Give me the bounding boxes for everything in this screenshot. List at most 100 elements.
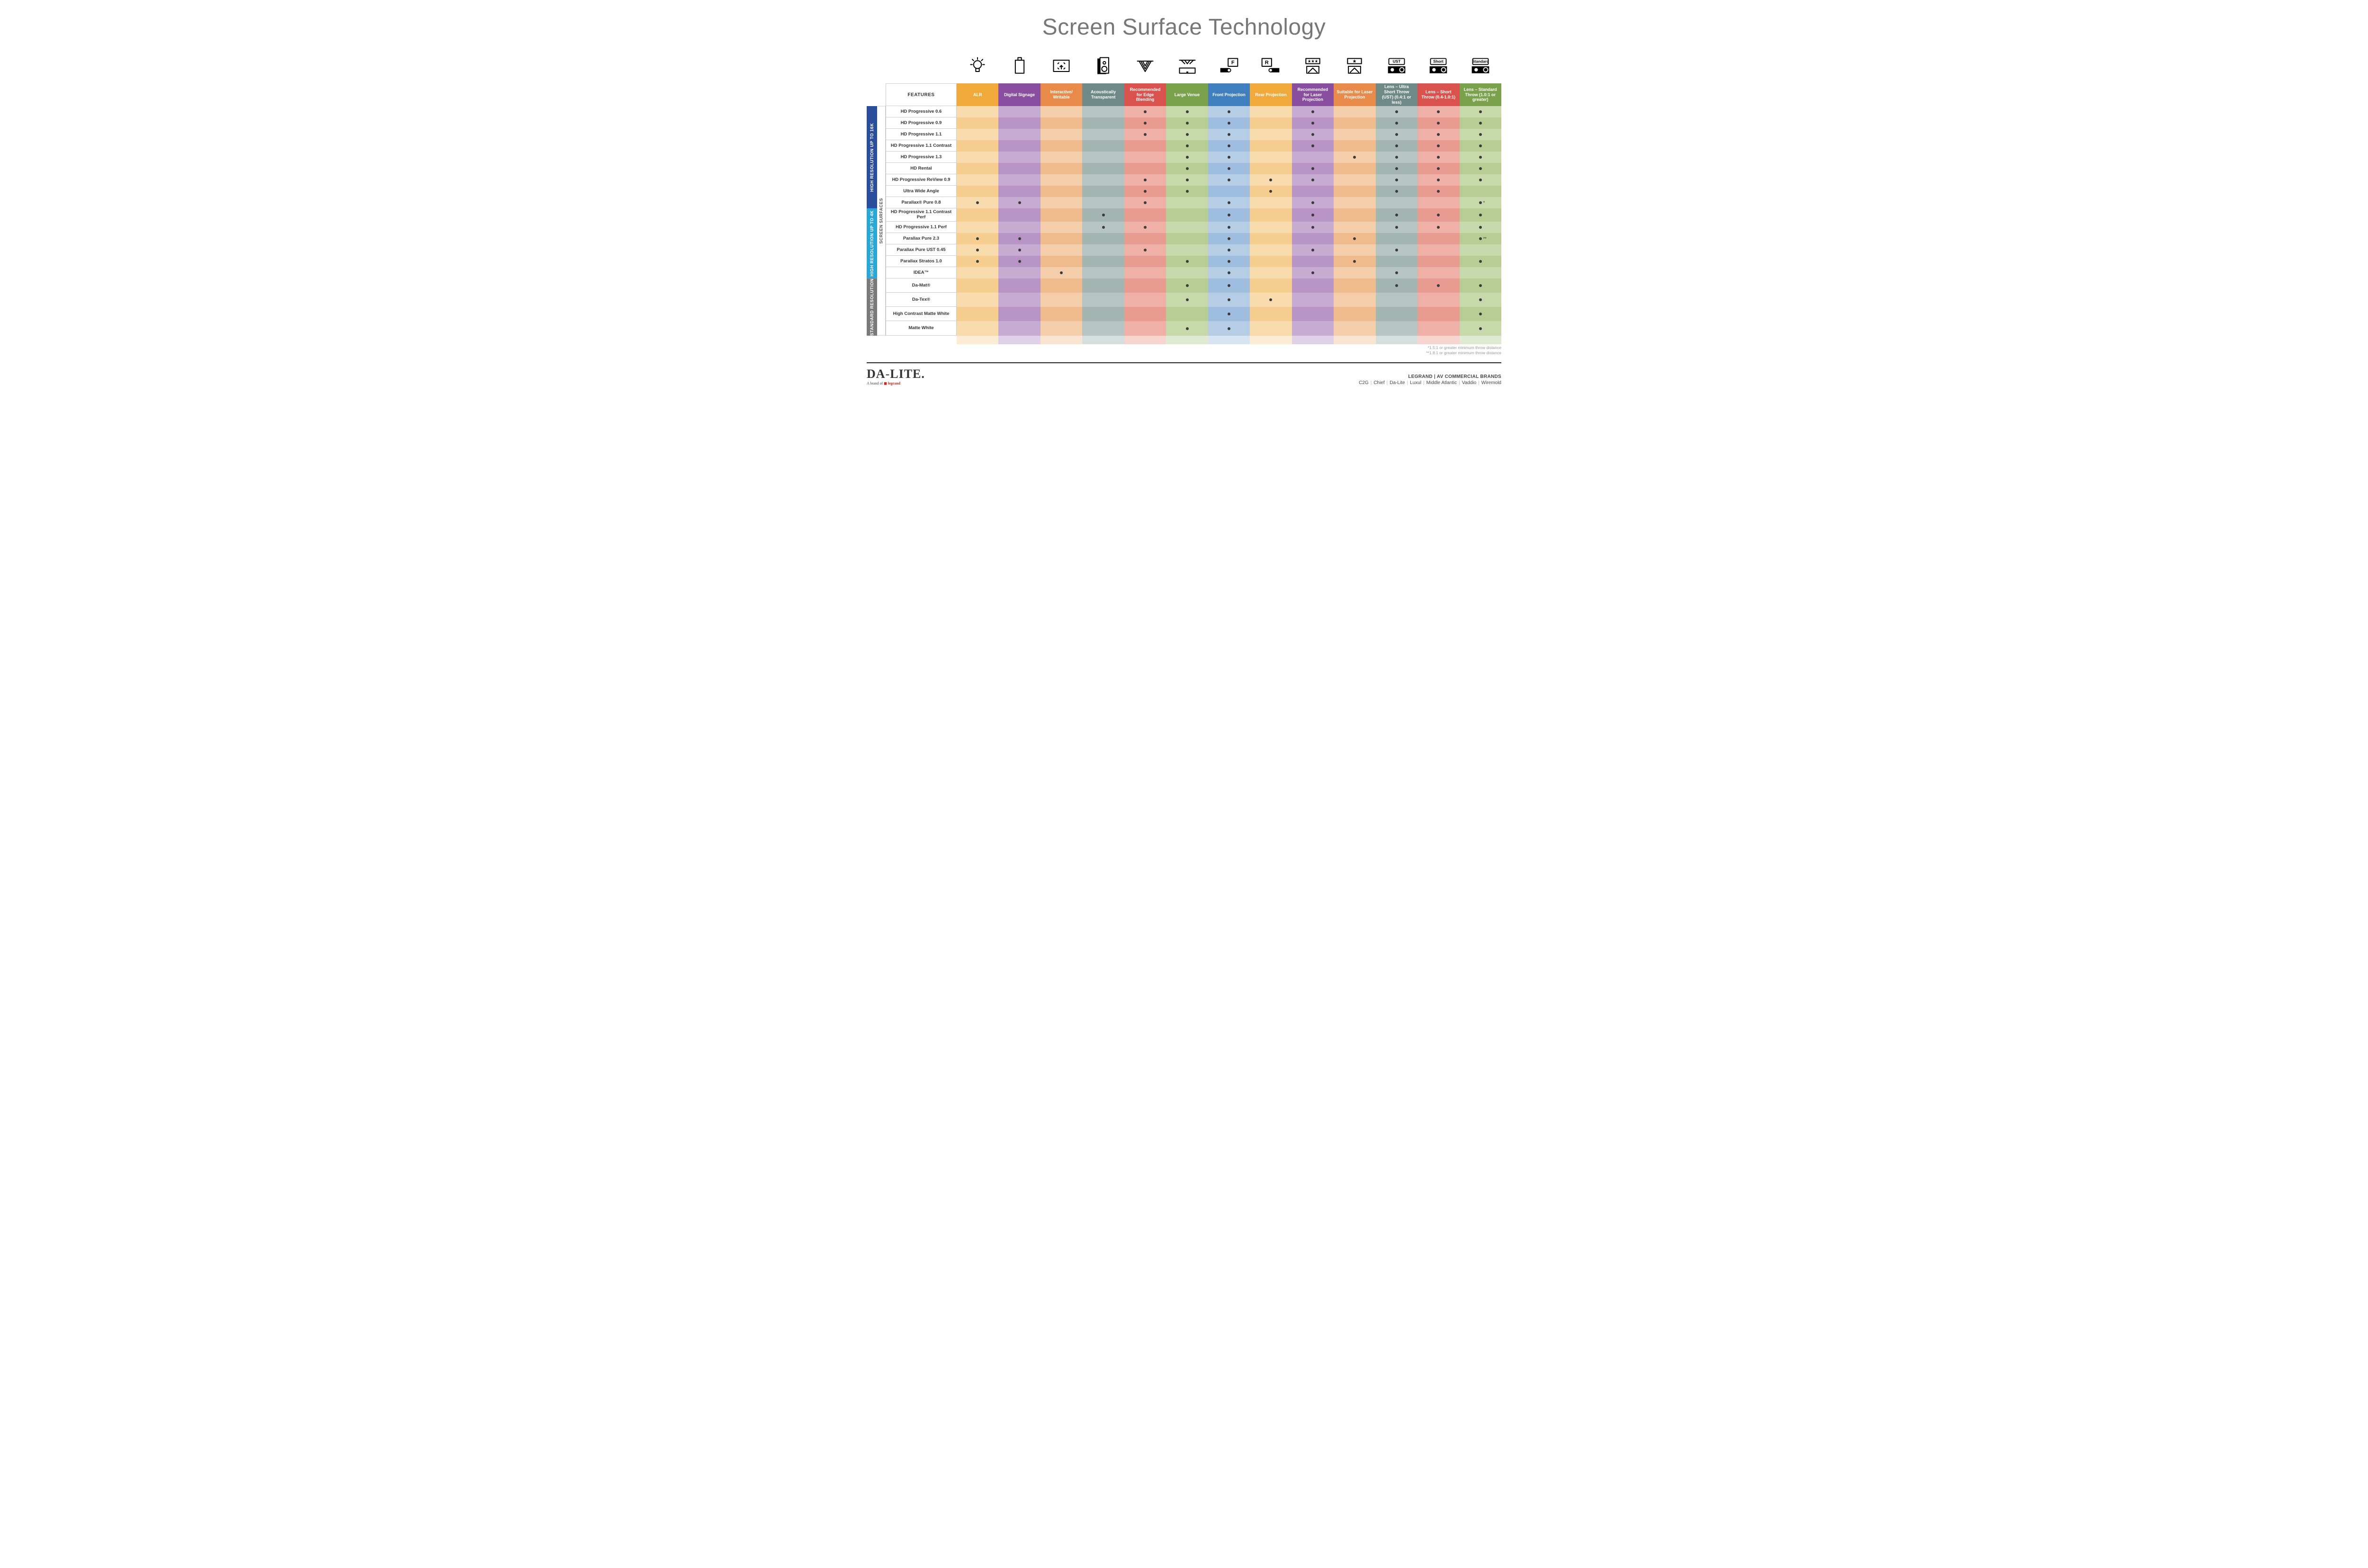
cell	[1124, 244, 1166, 256]
row-label: Parallax Pure 2.3	[886, 233, 957, 244]
cell	[1208, 106, 1250, 117]
cell	[1292, 307, 1334, 321]
cell	[1334, 208, 1375, 222]
cell	[1376, 293, 1417, 307]
cell	[998, 307, 1040, 321]
cell	[1376, 129, 1417, 140]
cell	[1124, 197, 1166, 208]
cell	[1166, 163, 1208, 174]
cell	[1124, 129, 1166, 140]
cell	[1417, 208, 1459, 222]
cell	[998, 163, 1040, 174]
cell	[1166, 307, 1208, 321]
cell	[1292, 106, 1334, 117]
standard-icon: Standard	[1460, 52, 1501, 81]
cell	[1460, 256, 1501, 267]
cell	[1124, 163, 1166, 174]
col-header-alr: ALR	[957, 83, 998, 106]
comparison-chart: FR★★★★USTShortStandard FEATURESALRDigita…	[867, 52, 1501, 356]
cell	[1376, 140, 1417, 152]
cell	[1250, 174, 1292, 186]
row-label: Ultra Wide Angle	[886, 186, 957, 197]
rear-icon: R	[1250, 52, 1292, 81]
cell	[957, 222, 998, 233]
cell	[1208, 186, 1250, 197]
cell	[1376, 244, 1417, 256]
cell	[957, 208, 998, 222]
row-label: HD Progressive 1.3	[886, 152, 957, 163]
cell	[957, 186, 998, 197]
cell	[1460, 174, 1501, 186]
row-label: HD Progressive 1.1	[886, 129, 957, 140]
signage-icon	[998, 52, 1040, 81]
cell	[1334, 129, 1375, 140]
cell	[1292, 321, 1334, 335]
cell	[1292, 293, 1334, 307]
cell	[1166, 174, 1208, 186]
cell	[1334, 197, 1375, 208]
cell	[1417, 307, 1459, 321]
touch-icon	[1040, 52, 1082, 81]
cell	[1208, 233, 1250, 244]
cell	[1292, 233, 1334, 244]
cell	[1334, 307, 1375, 321]
cell	[1082, 278, 1124, 293]
cell	[1166, 117, 1208, 129]
svg-text:★★★: ★★★	[1308, 59, 1318, 63]
cell	[1250, 293, 1292, 307]
footnotes: *1.5:1 or greater minimum throw distance…	[957, 344, 1501, 356]
row-label: Parallax® Pure 0.8	[886, 197, 957, 208]
cell	[998, 152, 1040, 163]
cell	[998, 244, 1040, 256]
cell	[1417, 197, 1459, 208]
row-label: High Contrast Matte White	[886, 307, 957, 321]
cell	[1082, 244, 1124, 256]
cell	[1417, 293, 1459, 307]
cell	[1417, 233, 1459, 244]
cell	[1040, 256, 1082, 267]
cell	[1292, 267, 1334, 278]
cell	[1250, 321, 1292, 335]
col-header-ds: Digital Signage	[998, 83, 1040, 106]
cell	[1460, 152, 1501, 163]
cell	[998, 140, 1040, 152]
cell	[1460, 140, 1501, 152]
cell	[1460, 278, 1501, 293]
cell	[1376, 278, 1417, 293]
cell	[1082, 197, 1124, 208]
group-label: HIGH RESOLUTION UP TO 4K	[867, 208, 877, 278]
cell	[1040, 186, 1082, 197]
cell	[998, 106, 1040, 117]
cell	[1082, 140, 1124, 152]
row-label: Parallax Pure UST 0.45	[886, 244, 957, 256]
cell	[1124, 267, 1166, 278]
cell	[998, 117, 1040, 129]
cell	[957, 152, 998, 163]
cell	[957, 117, 998, 129]
cell	[957, 278, 998, 293]
col-header-fp: Front Projection	[1208, 83, 1250, 106]
col-header-std: Lens – Standard Throw (1.0:1 or greater)	[1460, 83, 1501, 106]
cell	[1334, 293, 1375, 307]
cell	[1417, 140, 1459, 152]
row-label: HD Progressive 0.9	[886, 117, 957, 129]
cell	[1208, 140, 1250, 152]
cell	[1040, 106, 1082, 117]
cell	[1082, 267, 1124, 278]
cell	[1040, 233, 1082, 244]
col-header-rp: Rear Projection	[1250, 83, 1292, 106]
col-header-lv: Large Venue	[1166, 83, 1208, 106]
cell	[1376, 233, 1417, 244]
cell	[1124, 293, 1166, 307]
cell	[1460, 293, 1501, 307]
cell	[998, 321, 1040, 335]
cell	[1208, 129, 1250, 140]
cell	[1166, 152, 1208, 163]
laser-suit-icon: ★	[1334, 52, 1375, 81]
short-icon: Short	[1417, 52, 1459, 81]
cell	[1166, 256, 1208, 267]
cell	[1334, 117, 1375, 129]
cell	[1334, 152, 1375, 163]
row-label: Da-Tex®	[886, 293, 957, 307]
cell	[1208, 256, 1250, 267]
